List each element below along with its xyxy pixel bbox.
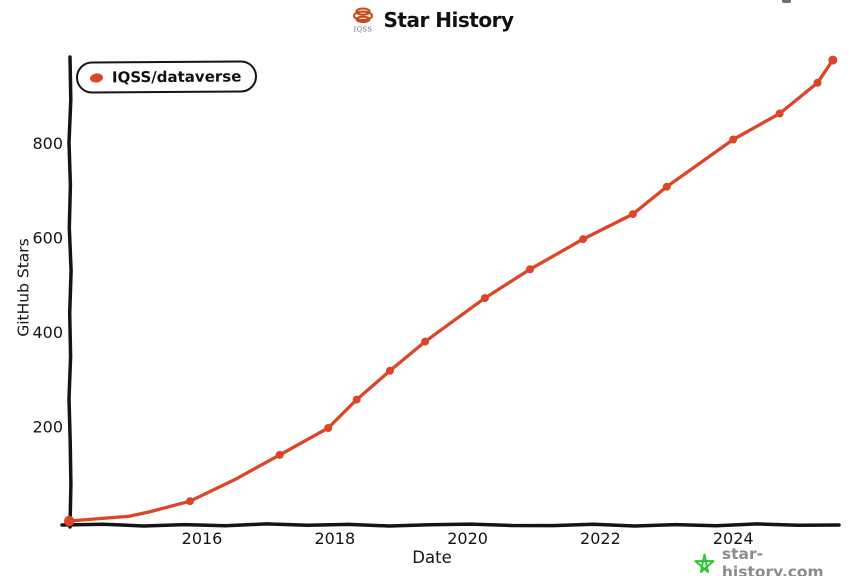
y-tick-label: 400 xyxy=(32,323,63,342)
x-tick-label: 2024 xyxy=(713,529,754,548)
y-tick-label: 600 xyxy=(32,229,63,248)
star-history-link[interactable]: star-history.com xyxy=(694,545,864,576)
iqss-logo-text: IQSS xyxy=(353,26,372,34)
star-icon xyxy=(694,553,715,573)
data-point xyxy=(579,235,588,244)
logo-ring-top xyxy=(354,7,371,16)
y-tick-label: 200 xyxy=(32,418,63,437)
data-point xyxy=(421,337,430,346)
data-point xyxy=(63,515,75,527)
data-point xyxy=(275,450,284,459)
legend-series-label: IQSS/dataverse xyxy=(111,67,242,87)
data-point xyxy=(324,424,333,432)
data-point xyxy=(828,55,838,65)
data-point xyxy=(186,497,194,506)
data-point xyxy=(480,294,489,303)
series-color-dot xyxy=(89,72,104,83)
logo-ring-bottom xyxy=(355,15,370,24)
data-point xyxy=(385,366,394,375)
x-axis-line xyxy=(60,522,841,528)
cropped-ui-fragment xyxy=(782,0,791,3)
data-point xyxy=(729,135,738,144)
y-axis-title: GitHub Stars xyxy=(14,238,33,337)
page-title: Star History xyxy=(383,7,515,32)
legend-box: IQSS/dataverse xyxy=(75,60,258,94)
series-line xyxy=(67,58,835,523)
iqss-logo-icon: IQSS xyxy=(352,7,373,34)
x-axis-title: Date xyxy=(412,548,452,567)
star-icon-path xyxy=(694,553,715,573)
data-point xyxy=(352,395,361,404)
y-tick-label: 800 xyxy=(32,134,63,153)
x-tick-label: 2022 xyxy=(580,529,621,548)
chart-header: IQSS Star History xyxy=(0,6,864,33)
y-axis-line xyxy=(67,55,73,529)
data-point xyxy=(775,109,784,118)
x-tick-label: 2018 xyxy=(314,529,355,548)
data-point xyxy=(662,182,671,191)
x-tick-label: 2016 xyxy=(182,529,223,548)
logo-ring-middle xyxy=(352,10,373,22)
x-tick-label: 2020 xyxy=(447,529,488,548)
data-point xyxy=(628,210,637,219)
watermark-label: star-history.com xyxy=(721,545,824,576)
data-point xyxy=(813,78,822,87)
data-point xyxy=(526,265,534,274)
